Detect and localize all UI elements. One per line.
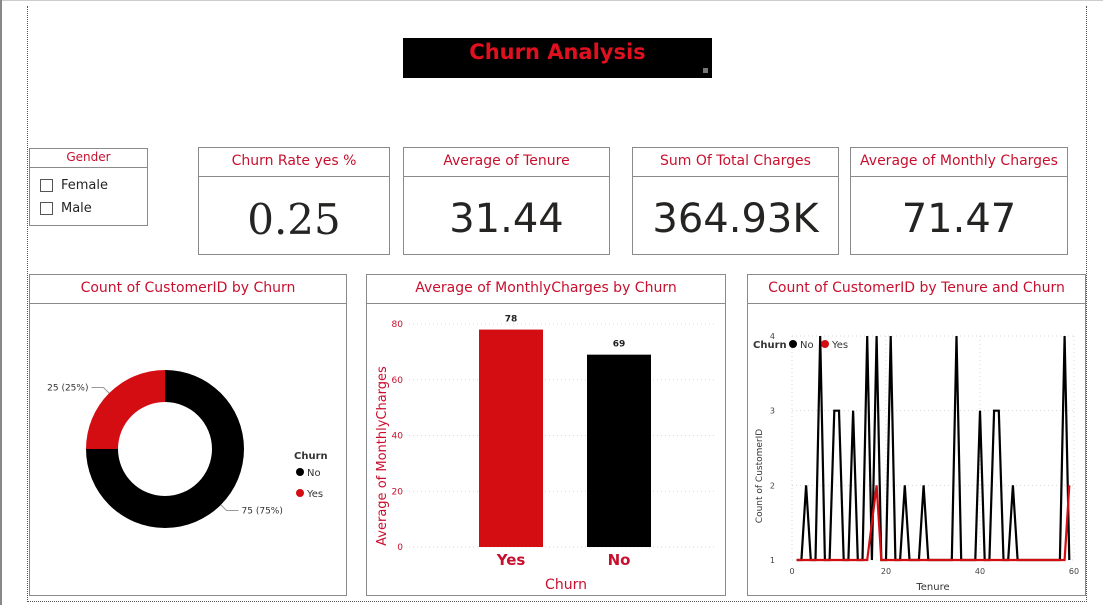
donut-chart-panel: Count of CustomerID by Churn 75 (75%) 25 … bbox=[29, 274, 347, 596]
legend-label: No bbox=[307, 468, 321, 479]
x-tick-label: Yes bbox=[496, 551, 526, 569]
donut-data-label: 75 (75%) bbox=[242, 507, 283, 517]
slicer-option-label: Male bbox=[61, 201, 92, 216]
donut-slice-no bbox=[86, 370, 244, 528]
y-tick-label: 60 bbox=[392, 376, 404, 386]
kpi-label: Sum Of Total Charges bbox=[633, 148, 838, 177]
x-tick-label: No bbox=[608, 551, 631, 569]
report-canvas bbox=[27, 6, 1087, 602]
bar-yes bbox=[479, 329, 543, 547]
female-checkbox[interactable] bbox=[40, 179, 53, 192]
legend-marker-no bbox=[296, 468, 304, 476]
donut-leader-line bbox=[220, 504, 239, 512]
male-checkbox[interactable] bbox=[40, 202, 53, 215]
report-title: Churn Analysis bbox=[403, 38, 712, 78]
donut-leader-line bbox=[91, 386, 110, 394]
slicer-option-female[interactable]: Female bbox=[40, 174, 147, 197]
y-tick-label: 40 bbox=[392, 432, 404, 442]
line-series-no bbox=[796, 335, 1071, 562]
kpi-card-churn-rate: Churn Rate yes % 0.25 bbox=[198, 147, 390, 255]
line-chart-panel: Count of CustomerID by Tenure and Churn … bbox=[747, 274, 1086, 596]
legend-label: Yes bbox=[831, 340, 848, 351]
resize-handle[interactable] bbox=[703, 68, 708, 73]
slicer-title: Gender bbox=[30, 149, 147, 168]
y-tick-label: 3 bbox=[770, 407, 775, 416]
y-axis-title: Average of MonthlyCharges bbox=[375, 366, 390, 546]
donut-data-label: 25 (25%) bbox=[47, 383, 88, 393]
line-series-yes bbox=[796, 485, 1071, 562]
kpi-value: 0.25 bbox=[247, 195, 341, 244]
report-title-text: Churn Analysis bbox=[469, 40, 646, 64]
y-tick-label: 1 bbox=[770, 556, 775, 565]
bar-data-label: 69 bbox=[613, 340, 626, 350]
x-tick-label: 20 bbox=[881, 567, 891, 576]
bar-no bbox=[587, 354, 651, 547]
donut-chart: 75 (75%) 25 (25%) Churn No Yes bbox=[47, 370, 328, 528]
y-tick-label: 2 bbox=[770, 481, 775, 490]
bar-chart-panel: Average of MonthlyCharges by Churn 0 20 40… bbox=[366, 274, 726, 596]
kpi-card-total-charges: Sum Of Total Charges 364.93K bbox=[632, 147, 839, 255]
kpi-label: Churn Rate yes % bbox=[199, 148, 389, 177]
legend-marker-yes bbox=[821, 340, 829, 348]
legend-title: Churn bbox=[294, 451, 328, 462]
kpi-value: 71.47 bbox=[901, 196, 1017, 242]
legend-label: Yes bbox=[306, 489, 323, 500]
donut-slice-yes bbox=[86, 370, 165, 449]
x-tick-label: 60 bbox=[1069, 567, 1079, 576]
gender-slicer: Gender Female Male bbox=[29, 148, 148, 226]
x-tick-label: 40 bbox=[975, 567, 985, 576]
legend-label: No bbox=[800, 340, 814, 351]
top-edge bbox=[0, 0, 1103, 1]
y-tick-label: 20 bbox=[392, 487, 404, 497]
slicer-option-male[interactable]: Male bbox=[40, 197, 147, 220]
kpi-card-average-tenure: Average of Tenure 31.44 bbox=[403, 147, 610, 255]
kpi-label: Average of Monthly Charges bbox=[851, 148, 1067, 177]
bar-chart: 0 20 40 60 80 78 Yes 69 No Churn Average of Monthl… bbox=[375, 315, 717, 593]
x-axis-title: Tenure bbox=[915, 582, 949, 593]
legend-marker-no bbox=[789, 340, 797, 348]
chart-title: Average of MonthlyCharges by Churn bbox=[367, 275, 725, 304]
chart-title: Count of CustomerID by Churn bbox=[30, 275, 346, 304]
y-tick-label: 4 bbox=[770, 332, 775, 341]
kpi-card-monthly-charges: Average of Monthly Charges 71.47 bbox=[850, 147, 1068, 255]
y-tick-label: 80 bbox=[392, 320, 404, 330]
y-tick-label: 0 bbox=[397, 543, 403, 553]
chart-title: Count of CustomerID by Tenure and Churn bbox=[748, 275, 1085, 304]
x-axis-title: Churn bbox=[545, 577, 587, 593]
kpi-value: 364.93K bbox=[652, 196, 819, 242]
legend-marker-yes bbox=[296, 489, 304, 497]
y-axis-title: Count of CustomerID bbox=[755, 429, 765, 523]
slicer-option-label: Female bbox=[61, 178, 109, 193]
bar-data-label: 78 bbox=[505, 315, 518, 325]
x-tick-label: 0 bbox=[789, 567, 794, 576]
legend-title: Churn bbox=[753, 340, 787, 351]
kpi-value: 31.44 bbox=[449, 196, 564, 242]
kpi-label: Average of Tenure bbox=[404, 148, 609, 177]
left-edge bbox=[0, 0, 2, 605]
